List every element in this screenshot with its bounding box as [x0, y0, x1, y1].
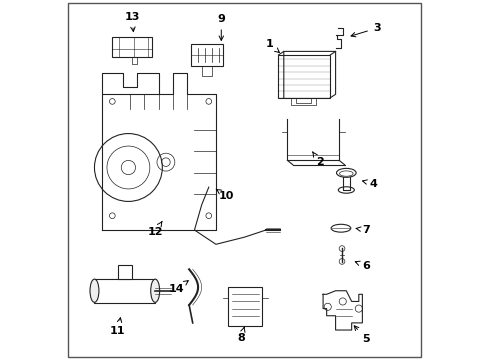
Text: 6: 6 — [355, 261, 369, 271]
Text: 10: 10 — [216, 189, 234, 201]
Bar — [112, 37, 151, 57]
Bar — [190, 44, 223, 66]
Bar — [278, 55, 329, 98]
Text: 2: 2 — [312, 152, 323, 167]
Text: 9: 9 — [217, 14, 225, 40]
Text: 3: 3 — [350, 23, 380, 37]
Text: 7: 7 — [355, 225, 369, 235]
Text: 14: 14 — [168, 281, 188, 294]
Text: 13: 13 — [124, 13, 140, 31]
Text: 12: 12 — [147, 222, 163, 237]
Text: 4: 4 — [362, 179, 376, 189]
Text: 5: 5 — [353, 326, 369, 344]
Text: 11: 11 — [110, 318, 125, 336]
Bar — [118, 265, 132, 279]
Bar — [228, 287, 262, 327]
Text: 8: 8 — [237, 327, 244, 343]
Ellipse shape — [150, 279, 160, 302]
Ellipse shape — [90, 279, 99, 302]
Text: 1: 1 — [265, 39, 279, 53]
Bar — [94, 279, 155, 302]
